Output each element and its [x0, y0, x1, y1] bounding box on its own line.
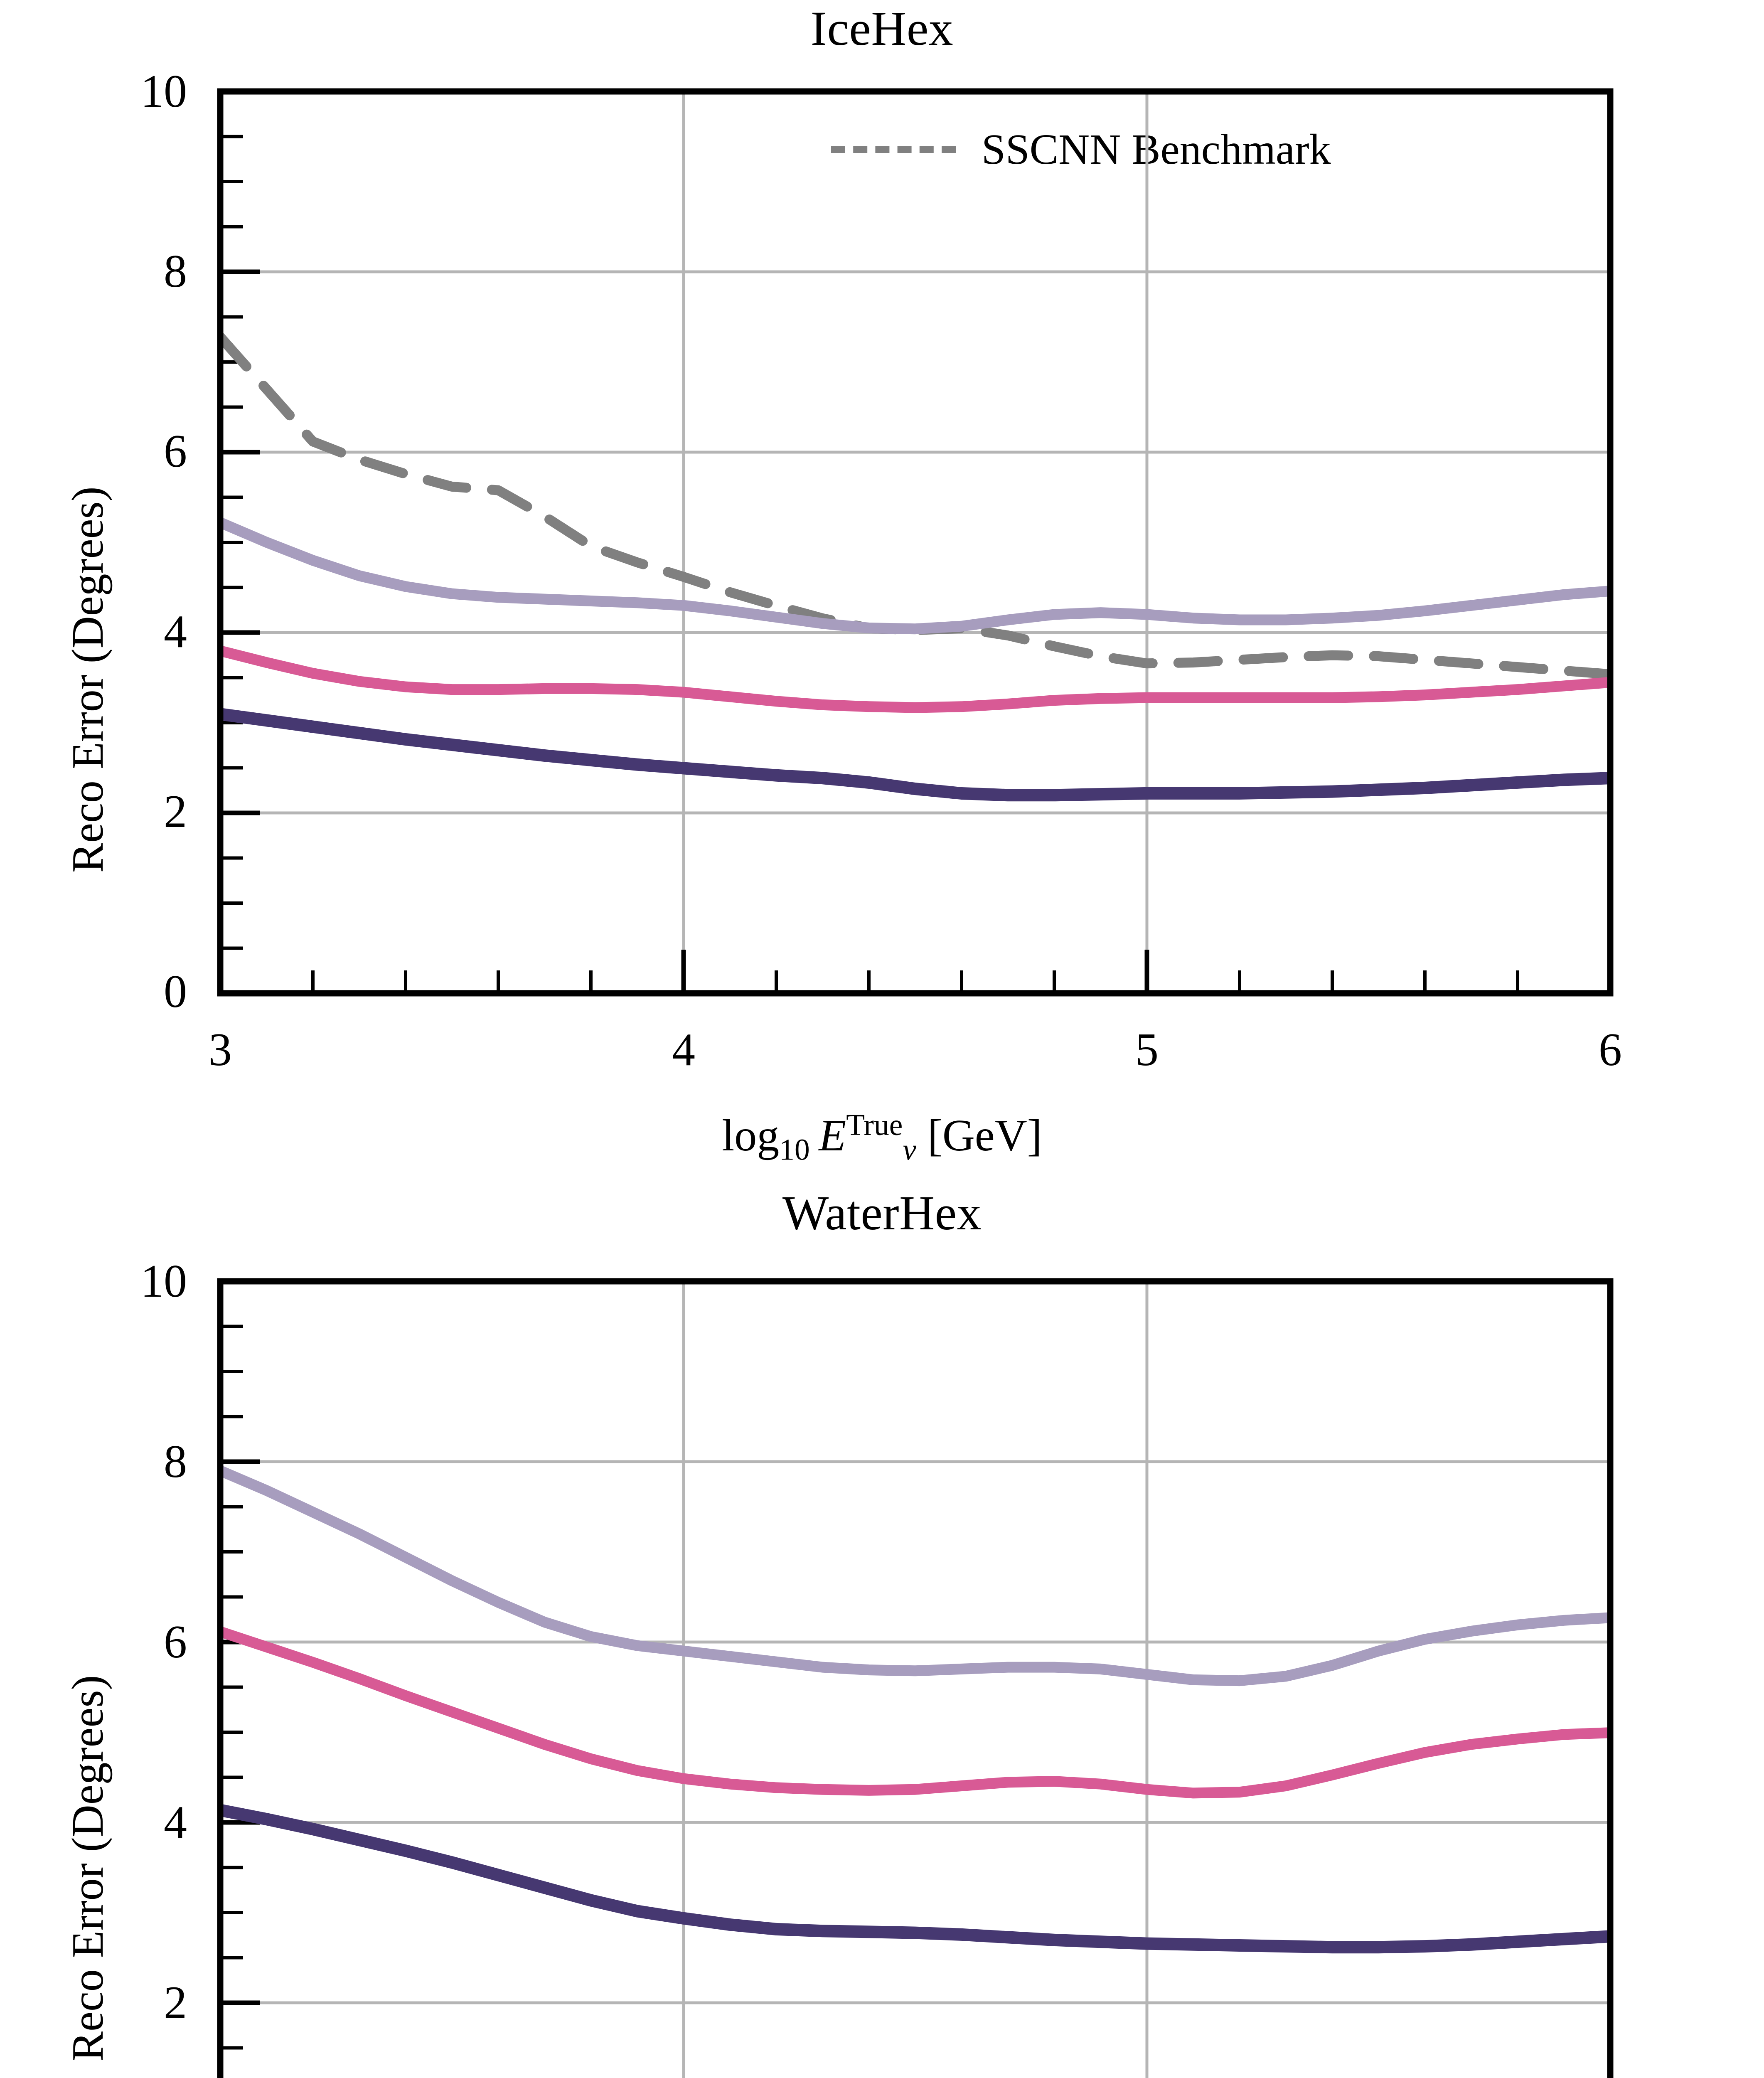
- y-tick-top-8: 8: [164, 246, 187, 297]
- y-tick-bottom-8: 8: [164, 1436, 187, 1487]
- series-line-zenith-error-bottom: [220, 1804, 1610, 1954]
- y-minor-ticks-top: [220, 135, 243, 950]
- xlabel-log-top: log: [722, 1111, 780, 1160]
- xlabel-var-top: E: [819, 1111, 846, 1160]
- y-minor-ticks-bottom: [220, 1325, 243, 2050]
- grid-vertical-bottom: [682, 1281, 1149, 2078]
- series-line-azimuth-error: [220, 645, 1610, 713]
- panel-title-icehex: IceHex: [810, 1, 954, 56]
- x-tick-top-5: 5: [1135, 1024, 1159, 1076]
- grid-horizontal-top: [220, 270, 1610, 815]
- x-major-ticks-top: [218, 950, 1613, 993]
- plot-area-icehex: [217, 88, 1614, 997]
- x-axis-label-top: log10 ETrueν [GeV]: [0, 1108, 1764, 1167]
- x-tick-top-6: 6: [1599, 1024, 1622, 1076]
- y-tick-top-0: 0: [164, 966, 187, 1017]
- series-line-sscnn-benchmark: [220, 332, 1610, 680]
- x-tick-top-3: 3: [209, 1024, 232, 1076]
- x-minor-ticks-top: [311, 970, 1519, 993]
- xlabel-unit-top: [GeV]: [927, 1111, 1042, 1160]
- y-tick-bottom-4: 4: [164, 1797, 187, 1848]
- panel-icehex: IceHex Reco Error (Degrees) 0 2 4 6 8 10…: [0, 1, 1764, 1167]
- xlabel-sub-top: ν: [903, 1133, 916, 1167]
- y-tick-top-6: 6: [164, 426, 187, 477]
- series-line-azimuth-error-bottom: [220, 1626, 1610, 1799]
- y-tick-bottom-2: 2: [164, 1977, 187, 2029]
- panel-waterhex: WaterHex Reco Error (Degrees) 0 2 4 6 8 …: [0, 1176, 1764, 2078]
- y-tick-bottom-10: 10: [140, 1256, 187, 1307]
- plot-area-waterhex: [217, 1278, 1614, 2078]
- dashed-line-icon: [831, 146, 956, 153]
- y-tick-bottom-6: 6: [164, 1616, 187, 1668]
- legend-sscnn-benchmark: SSCNN Benchmark: [831, 125, 1331, 174]
- y-tick-top-10: 10: [140, 66, 187, 117]
- grid-horizontal-bottom: [220, 1460, 1610, 2004]
- xlabel-base-top: 10: [779, 1133, 810, 1167]
- xlabel-sup-top: True: [846, 1108, 903, 1142]
- series-line-angular-error-bottom: [220, 1465, 1610, 1687]
- grid-vertical-top: [682, 91, 1149, 993]
- x-tick-top-4: 4: [672, 1024, 695, 1076]
- plot-frame-bottom: [217, 1278, 1614, 2078]
- y-tick-top-2: 2: [164, 786, 187, 837]
- series-line-angular-error: [220, 517, 1610, 635]
- y-tick-top-4: 4: [164, 606, 187, 657]
- legend-label-sscnn: SSCNN Benchmark: [982, 126, 1331, 173]
- plot-frame-top: [217, 88, 1614, 997]
- series-line-zenith-error: [220, 708, 1610, 802]
- panel-title-waterhex: WaterHex: [782, 1186, 982, 1240]
